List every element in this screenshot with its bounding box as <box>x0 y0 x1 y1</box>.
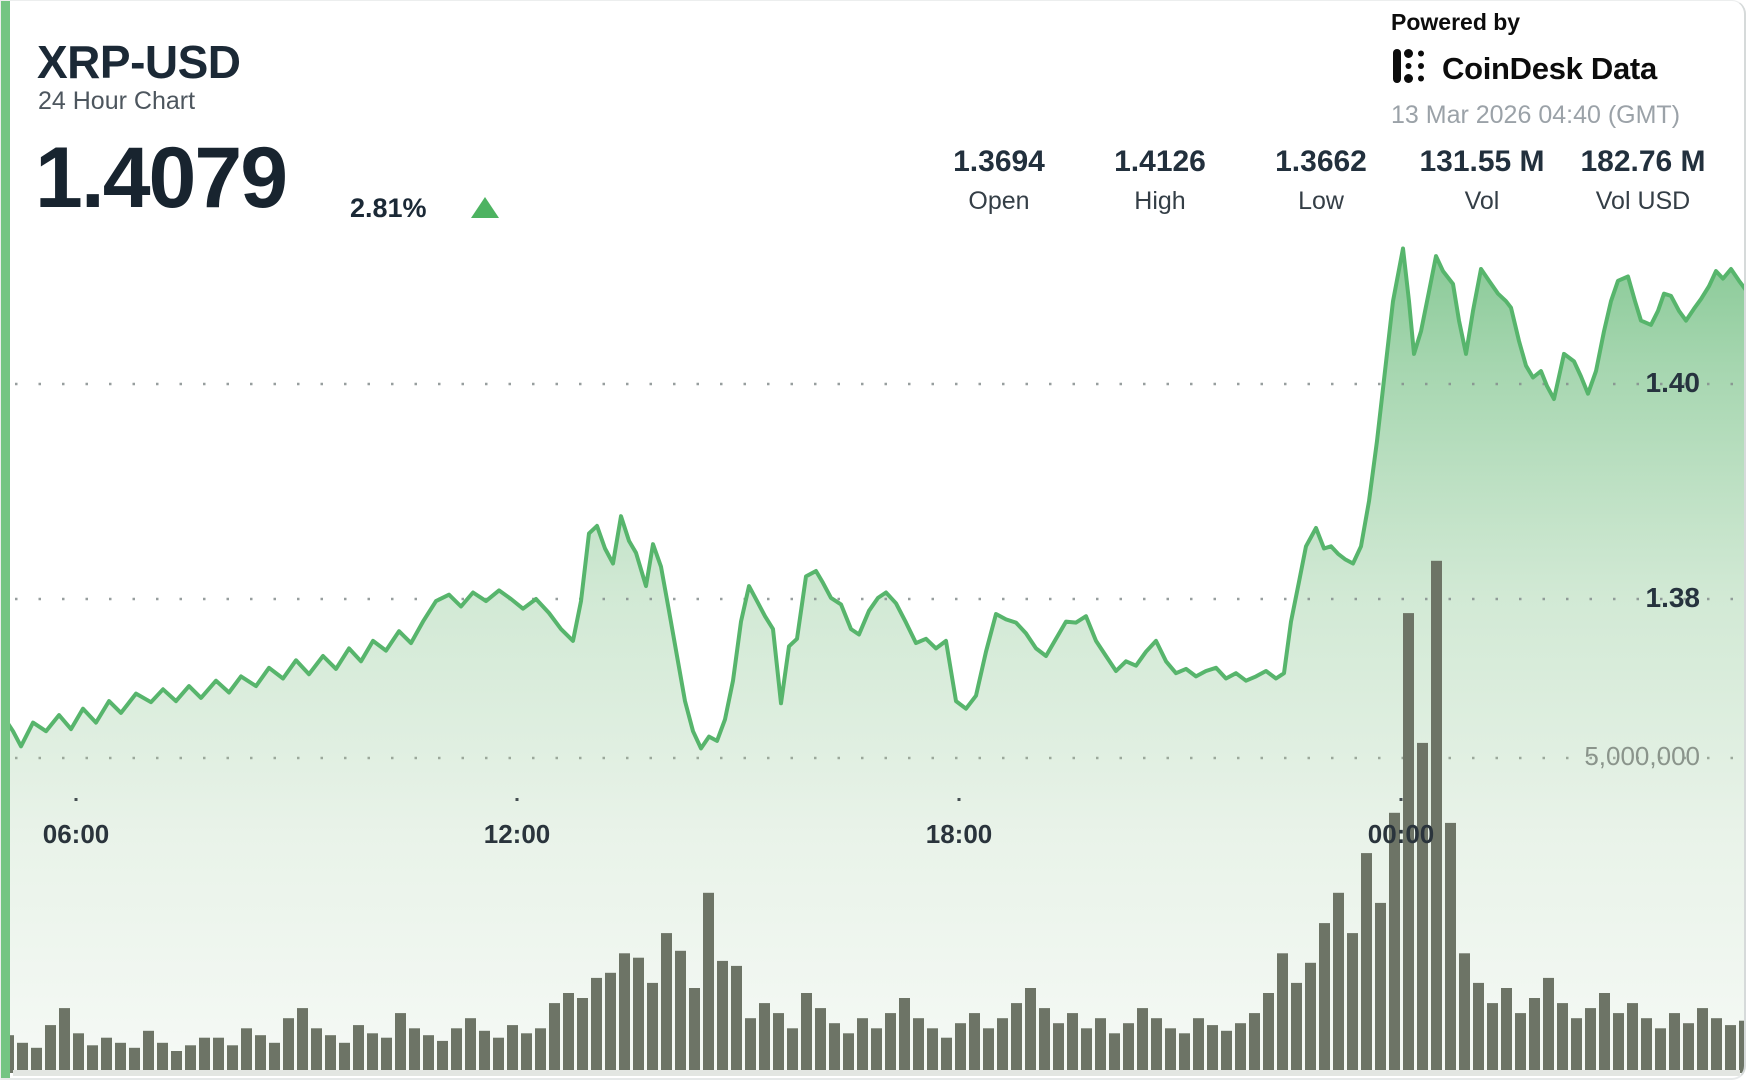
stat-high-value: 1.4126 <box>1114 145 1206 178</box>
chart-timestamp: 13 Mar 2026 04:40 (GMT) <box>1391 101 1681 129</box>
x-axis-tick <box>957 798 961 801</box>
stat-volume-usd: 182.76 M Vol USD <box>1558 145 1728 216</box>
powered-by-label: Powered by <box>1391 9 1521 35</box>
volume-axis-label: 5,000,000 <box>1584 741 1700 771</box>
left-accent-stripe <box>1 1 10 1078</box>
volume-bars <box>3 560 1744 1074</box>
stat-volume-label: Vol <box>1464 187 1500 215</box>
stat-volume: 131.55 M Vol <box>1397 145 1567 216</box>
stat-volume-value: 131.55 M <box>1419 145 1545 178</box>
stat-low-value: 1.3662 <box>1275 145 1367 178</box>
y-axis-label-1-40: 1.40 <box>1645 367 1701 398</box>
bottom-edge-strip <box>13 1070 1740 1076</box>
page-title: XRP-USD <box>37 36 241 88</box>
chart-subtitle: 24 Hour Chart <box>38 87 196 115</box>
powered-by-block: Powered by CoinDesk Data 13 Mar 2026 04:… <box>1391 9 1721 130</box>
stat-high: 1.4126 High <box>1075 145 1245 216</box>
x-axis-tick <box>515 798 519 801</box>
stat-open: 1.3694 Open <box>914 145 1084 216</box>
up-arrow-icon <box>471 197 499 218</box>
price-area-fill <box>1 248 1744 1073</box>
y-axis-label-1-38: 1.38 <box>1645 582 1701 613</box>
coindesk-logo-icon <box>1391 45 1433 92</box>
change-percent: 2.81% <box>350 193 427 223</box>
x-axis-label-0000: 00:00 <box>1367 819 1435 849</box>
stat-open-value: 1.3694 <box>953 145 1045 178</box>
stat-open-label: Open <box>968 187 1030 215</box>
last-price: 1.4079 <box>35 130 288 226</box>
stat-volume-usd-label: Vol USD <box>1595 187 1691 215</box>
x-axis-tick <box>74 798 78 801</box>
stat-volume-usd-value: 182.76 M <box>1580 145 1706 178</box>
x-axis-label-1800: 18:00 <box>925 819 993 849</box>
stat-high-label: High <box>1134 187 1186 215</box>
x-axis-tick <box>1399 798 1403 801</box>
price-line <box>1 246 1744 751</box>
stat-low-label: Low <box>1298 187 1344 215</box>
coindesk-data-logo[interactable]: CoinDesk Data <box>1391 45 1721 92</box>
stat-low: 1.3662 Low <box>1236 145 1406 216</box>
x-axis-label-0600: 06:00 <box>42 819 110 849</box>
x-axis-label-1200: 12:00 <box>483 819 551 849</box>
coindesk-brand-text: CoinDesk Data <box>1442 50 1657 86</box>
